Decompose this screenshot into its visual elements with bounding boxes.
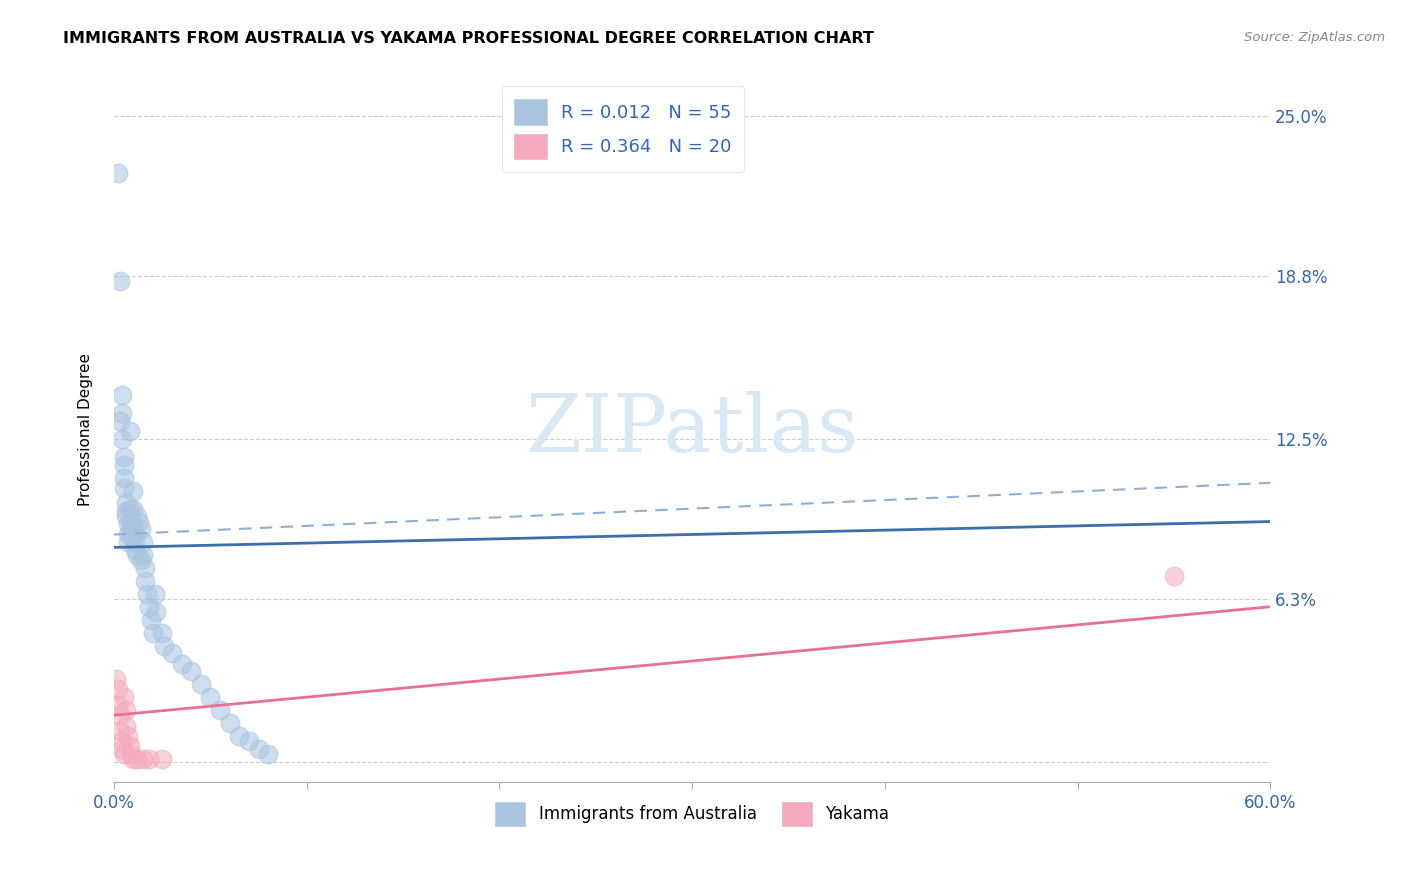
Text: Source: ZipAtlas.com: Source: ZipAtlas.com xyxy=(1244,31,1385,45)
Point xyxy=(120,747,142,761)
Point xyxy=(129,522,152,536)
Point xyxy=(247,741,270,756)
Text: IMMIGRANTS FROM AUSTRALIA VS YAKAMA PROFESSIONAL DEGREE CORRELATION CHART: IMMIGRANTS FROM AUSTRALIA VS YAKAMA PROF… xyxy=(63,31,875,46)
Point xyxy=(139,613,162,627)
Point xyxy=(124,543,146,558)
Point xyxy=(111,741,134,756)
Point xyxy=(132,548,155,562)
Point xyxy=(108,723,131,738)
Point xyxy=(200,690,222,705)
Point xyxy=(112,470,135,484)
Point xyxy=(118,424,141,438)
Point xyxy=(107,698,129,712)
Point xyxy=(122,501,145,516)
Point xyxy=(132,535,155,549)
Point xyxy=(127,752,149,766)
Point xyxy=(108,274,131,288)
Point xyxy=(180,665,202,679)
Point xyxy=(135,587,157,601)
Point xyxy=(142,625,165,640)
Point xyxy=(118,515,141,529)
Point xyxy=(238,734,260,748)
Point xyxy=(218,715,240,730)
Point xyxy=(117,517,139,532)
Point xyxy=(150,752,173,766)
Point xyxy=(112,450,135,464)
Point xyxy=(132,752,155,766)
Point xyxy=(111,734,134,748)
Point xyxy=(112,747,135,761)
Point xyxy=(160,646,183,660)
Point xyxy=(209,703,232,717)
Point xyxy=(118,501,141,516)
Point xyxy=(107,166,129,180)
Point xyxy=(127,509,149,524)
Point xyxy=(108,708,131,723)
Point xyxy=(111,432,134,446)
Point xyxy=(145,605,167,619)
Point xyxy=(124,535,146,549)
Point xyxy=(114,504,136,518)
Point xyxy=(117,527,139,541)
Point xyxy=(122,483,145,498)
Point xyxy=(117,535,139,549)
Point xyxy=(114,496,136,510)
Point xyxy=(143,587,166,601)
Point xyxy=(114,703,136,717)
Point xyxy=(170,657,193,671)
Point xyxy=(122,752,145,766)
Point xyxy=(134,574,156,588)
Point xyxy=(111,388,134,402)
Point xyxy=(150,625,173,640)
Point xyxy=(124,527,146,541)
Point xyxy=(118,739,141,754)
Text: ZIPatlas: ZIPatlas xyxy=(526,391,859,469)
Point xyxy=(117,729,139,743)
Point xyxy=(127,548,149,562)
Point xyxy=(257,747,280,761)
Point xyxy=(134,561,156,575)
Point xyxy=(128,515,150,529)
Point xyxy=(112,690,135,705)
Point xyxy=(112,481,135,495)
Point xyxy=(105,672,128,686)
Point xyxy=(1163,568,1185,582)
Point xyxy=(138,752,160,766)
Point xyxy=(190,677,212,691)
Point xyxy=(153,639,176,653)
Point xyxy=(107,682,129,697)
Point xyxy=(120,522,142,536)
Legend: Immigrants from Australia, Yakama: Immigrants from Australia, Yakama xyxy=(486,794,897,834)
Point xyxy=(114,509,136,524)
Y-axis label: Professional Degree: Professional Degree xyxy=(79,353,93,507)
Point xyxy=(129,553,152,567)
Point xyxy=(228,729,250,743)
Point xyxy=(138,599,160,614)
Point xyxy=(122,517,145,532)
Point xyxy=(114,718,136,732)
Point xyxy=(112,458,135,472)
Point xyxy=(111,406,134,420)
Point xyxy=(120,530,142,544)
Point xyxy=(108,414,131,428)
